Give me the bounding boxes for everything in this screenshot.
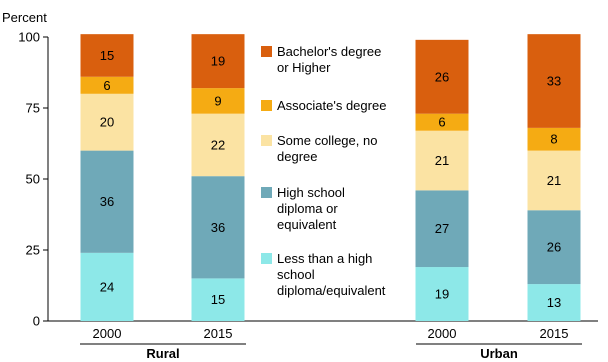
data-label: 24	[100, 279, 114, 294]
bar-segment	[191, 176, 245, 279]
bar-segment	[191, 88, 245, 114]
legend-label: or Higher	[277, 60, 331, 75]
data-label: 6	[438, 115, 445, 130]
data-label: 6	[103, 78, 110, 93]
x-tick-label: 2015	[540, 326, 569, 341]
bar-segment	[80, 252, 134, 321]
legend-label: Less than a high	[277, 251, 372, 266]
legend-swatch	[261, 100, 272, 111]
data-label: 8	[550, 132, 557, 147]
y-tick-label: 75	[26, 101, 40, 116]
bar-segment	[80, 34, 134, 77]
legend-swatch	[261, 187, 272, 198]
bar-segment	[415, 39, 469, 114]
data-label: 13	[547, 295, 561, 310]
bar-segment	[527, 150, 581, 211]
legend-label: diploma/equivalent	[277, 283, 386, 298]
y-tick-label: 50	[26, 172, 40, 187]
data-label: 22	[211, 137, 225, 152]
data-label: 21	[547, 173, 561, 188]
bar-segment	[415, 190, 469, 268]
data-label: 36	[100, 194, 114, 209]
x-tick-label: 2015	[204, 326, 233, 341]
legend-label: Bachelor's degree	[277, 44, 381, 59]
data-label: 15	[211, 292, 225, 307]
y-tick-label: 25	[26, 243, 40, 258]
y-axis-title: Percent	[2, 10, 47, 25]
bar-segment	[191, 278, 245, 321]
x-tick-label: 2000	[93, 326, 122, 341]
data-label: 27	[435, 221, 449, 236]
legend-swatch	[261, 46, 272, 57]
legend-label: degree	[277, 149, 317, 164]
data-label: 26	[435, 69, 449, 84]
bar-segment	[191, 34, 245, 89]
legend-label: equivalent	[277, 217, 337, 232]
bar-segment	[191, 113, 245, 177]
legend-swatch	[261, 135, 272, 146]
bar-segment	[527, 284, 581, 321]
legend-label: Associate's degree	[277, 98, 386, 113]
data-label: 9	[214, 93, 221, 108]
bar-segment	[415, 130, 469, 191]
bar-segment	[80, 93, 134, 151]
bars-layer: 24 36 20 6 15 15 36 22 9 19 19 27 21 6 26 13 26 21 8 33	[80, 34, 581, 321]
data-label: 15	[100, 48, 114, 63]
bar-segment	[415, 113, 469, 131]
data-label: 19	[435, 287, 449, 302]
bar-segment	[527, 34, 581, 128]
group-label: Rural	[146, 346, 179, 361]
x-tick-label: 2000	[428, 326, 457, 341]
legend-label: diploma or	[277, 201, 338, 216]
data-label: 19	[211, 54, 225, 69]
legend-swatch	[261, 253, 272, 264]
legend-label: school	[277, 267, 315, 282]
bar-segment	[415, 267, 469, 321]
data-label: 33	[547, 74, 561, 89]
y-tick-label: 0	[33, 314, 40, 329]
bar-segment	[527, 127, 581, 151]
y-tick-label: 100	[18, 30, 40, 45]
bar-segment	[527, 210, 581, 285]
group-label: Urban	[480, 346, 518, 361]
data-label: 26	[547, 240, 561, 255]
data-label: 36	[211, 220, 225, 235]
legend-label: Some college, no	[277, 133, 377, 148]
data-label: 21	[435, 153, 449, 168]
data-label: 20	[100, 115, 114, 130]
legend-label: High school	[277, 185, 345, 200]
bar-segment	[80, 150, 134, 253]
bar-segment	[80, 76, 134, 94]
